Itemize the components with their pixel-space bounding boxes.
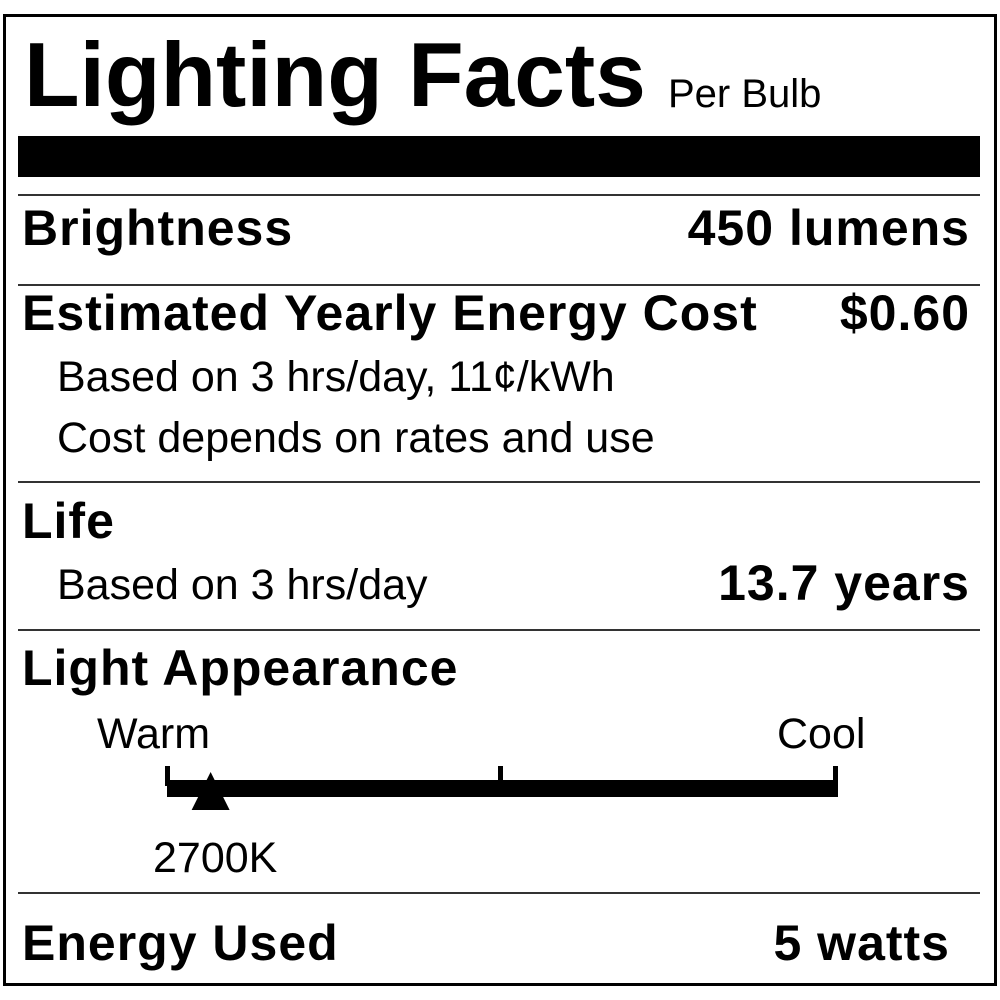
cool-label: Cool bbox=[777, 710, 866, 758]
warm-label: Warm bbox=[97, 710, 211, 758]
marker-triangle bbox=[191, 772, 230, 810]
scale-tick-middle bbox=[498, 766, 503, 786]
divider bbox=[18, 481, 980, 483]
life-note: Based on 3 hrs/day bbox=[57, 561, 428, 609]
divider bbox=[18, 892, 980, 894]
life-label: Life bbox=[22, 493, 115, 549]
cost-note-depends: Cost depends on rates and use bbox=[57, 414, 655, 462]
divider bbox=[18, 194, 980, 196]
energy-value: 5 watts bbox=[773, 915, 950, 971]
life-value: 13.7 years bbox=[718, 555, 970, 611]
energy-label: Energy Used bbox=[22, 915, 339, 971]
label-title: Lighting Facts bbox=[24, 25, 646, 126]
label-subtitle: Per Bulb bbox=[668, 72, 822, 116]
scale-tick-warm bbox=[165, 766, 170, 786]
cost-value: $0.60 bbox=[839, 285, 970, 341]
label-border bbox=[3, 14, 997, 986]
cost-note-rate: Based on 3 hrs/day, 11¢/kWh bbox=[57, 353, 615, 401]
brightness-value: 450 lumens bbox=[687, 200, 970, 256]
divider bbox=[18, 284, 980, 286]
scale-tick-cool bbox=[833, 766, 838, 786]
scale-bar bbox=[167, 780, 838, 797]
cost-label: Estimated Yearly Energy Cost bbox=[22, 285, 758, 341]
divider bbox=[18, 629, 980, 631]
marker-value: 2700K bbox=[153, 834, 278, 882]
appearance-label: Light Appearance bbox=[22, 640, 459, 696]
brightness-label: Brightness bbox=[22, 200, 294, 256]
title-bar bbox=[18, 136, 980, 177]
